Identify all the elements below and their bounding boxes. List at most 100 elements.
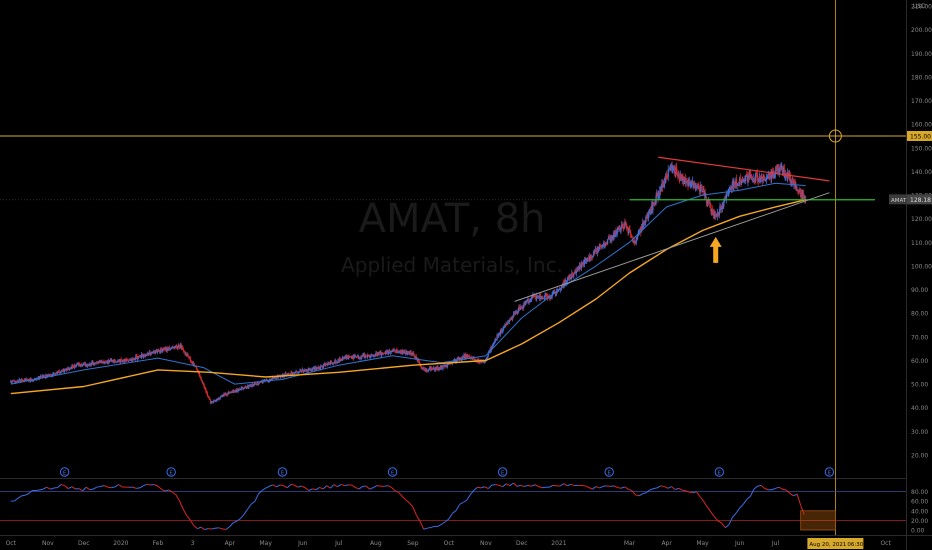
candle-body	[189, 356, 191, 360]
rsi-line-segment	[487, 484, 493, 489]
candle-body	[292, 372, 295, 374]
candle-body	[146, 353, 148, 355]
rsi-line-segment	[778, 486, 783, 490]
candle-body	[134, 359, 136, 360]
candle-body	[204, 387, 207, 390]
candle-body	[405, 353, 407, 355]
earnings-event-marker[interactable]	[604, 467, 614, 477]
rsi-line-segment	[118, 484, 123, 488]
rsi-line-segment	[710, 511, 715, 518]
candle-body	[746, 174, 748, 176]
up-arrow-icon[interactable]	[709, 236, 722, 263]
candle-body	[573, 274, 575, 277]
candle-body	[75, 364, 78, 367]
earnings-event-marker[interactable]	[497, 467, 508, 477]
candle-body	[779, 166, 781, 170]
candle-body	[49, 374, 51, 376]
earnings-event-marker[interactable]	[277, 467, 288, 477]
candle-body	[620, 228, 622, 232]
rsi-line-segment	[416, 515, 421, 522]
candle-body	[56, 373, 58, 374]
plot-area[interactable]	[10, 161, 807, 405]
time-tick-label: Jul	[771, 540, 780, 547]
candle-body	[94, 362, 96, 365]
candle-body	[213, 400, 215, 403]
candle-body	[623, 222, 625, 229]
candle-body	[124, 358, 126, 361]
time-axis[interactable]: Oct Nov Dec 2020 Feb 3 Apr May Jun Jul Aug Sep Oct No…	[6, 538, 892, 549]
candle-body	[766, 178, 768, 179]
candle-body	[580, 262, 583, 269]
rsi-line-segment	[785, 489, 791, 494]
candle-body	[508, 320, 510, 323]
earnings-event-marker[interactable]	[166, 467, 176, 477]
candle-body	[360, 357, 362, 359]
candle-body	[317, 367, 319, 369]
rsi-line-segment	[595, 486, 600, 489]
candle-body	[540, 298, 542, 300]
crosshair-price-tag	[907, 130, 932, 141]
candle-body	[412, 352, 415, 356]
candle-body	[657, 193, 660, 200]
rsi-line-segment	[24, 493, 29, 496]
price-tick-label: 170.00	[911, 98, 932, 105]
rsi-line-segment	[721, 522, 726, 529]
candle-body	[205, 389, 207, 393]
candle-body	[374, 355, 376, 357]
earnings-event-marker[interactable]	[824, 467, 835, 477]
rsi-pane[interactable]	[0, 482, 906, 531]
resistance-trend-line[interactable]	[658, 156, 830, 182]
candle-body	[584, 259, 586, 261]
rsi-line-segment	[71, 486, 76, 490]
candle-body	[178, 345, 180, 348]
candle-body	[294, 371, 297, 374]
candle-body	[182, 347, 184, 351]
rsi-line-segment	[204, 528, 209, 531]
candle-body	[316, 368, 318, 370]
candle-body	[176, 348, 179, 350]
time-tick-label: Oct	[880, 540, 891, 547]
support-trend-line[interactable]	[514, 192, 830, 302]
rsi-line-segment	[304, 487, 310, 491]
candle-body	[604, 245, 606, 247]
earnings-event-marker[interactable]	[714, 467, 724, 477]
candle-body	[273, 377, 276, 379]
rsi-line-segment	[542, 486, 546, 489]
candle-body	[154, 351, 157, 353]
candle-body	[121, 360, 123, 362]
rsi-line-segment	[466, 494, 471, 501]
candle-body	[568, 276, 570, 280]
rsi-line-segment	[157, 485, 162, 490]
price-tick-label: 210.00	[911, 4, 932, 11]
candle-body	[665, 175, 668, 178]
candle-body	[799, 188, 802, 195]
rsi-line-segment	[261, 487, 266, 491]
candle-body	[629, 230, 632, 235]
candle-body	[638, 229, 641, 232]
rsi-line-segment	[401, 495, 407, 501]
rsi-highlight-box[interactable]	[800, 510, 836, 531]
rsi-line-segment	[588, 487, 593, 490]
rsi-line-segment	[455, 504, 461, 511]
rsi-line-segment	[50, 487, 55, 490]
rsi-line-segment	[290, 483, 295, 486]
rsi-line-segment	[549, 484, 554, 488]
rsi-line-segment	[495, 484, 500, 486]
rsi-line-segment	[265, 485, 270, 489]
candle-body	[223, 393, 225, 397]
candle-body	[483, 361, 486, 363]
candle-body	[361, 355, 363, 358]
earnings-event-marker[interactable]	[59, 467, 70, 477]
earnings-event-marker[interactable]	[387, 467, 398, 477]
candle-body	[208, 396, 210, 399]
rsi-line-segment	[355, 487, 360, 490]
candle-body	[624, 221, 626, 225]
earnings-event-letter: E	[501, 471, 505, 477]
candle-body	[530, 299, 532, 301]
candle-body	[670, 166, 672, 168]
price-axis[interactable]: 210.00 200.00 190.00 180.00 170.00 160.00 150.…	[889, 4, 932, 535]
candle-body	[225, 395, 228, 396]
